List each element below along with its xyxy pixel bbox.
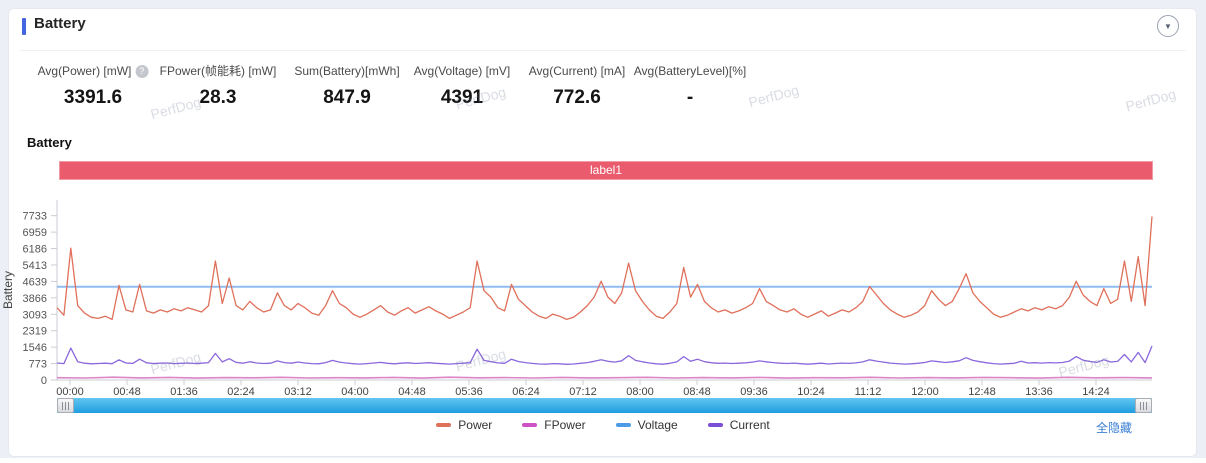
chart-legend: Power FPower Voltage Current: [0, 418, 1206, 432]
legend-label: Power: [458, 418, 493, 432]
legend-label: Current: [729, 418, 770, 432]
y-tick-label: 3866: [23, 293, 47, 305]
y-tick-label: 5413: [23, 260, 47, 272]
stat-label: Avg(Power) [mW]?: [38, 64, 149, 79]
battery-panel: [8, 8, 1197, 457]
y-tick-label: 6186: [23, 244, 47, 256]
series-current: [56, 345, 1153, 365]
grip-icon: [62, 401, 69, 410]
legend-label: Voltage: [637, 418, 678, 432]
x-tick-label: 13:36: [1025, 386, 1053, 398]
chevron-down-icon: ▼: [1164, 21, 1172, 31]
x-tick-label: 08:48: [683, 386, 711, 398]
legend-swatch: [522, 423, 538, 427]
legend-swatch: [707, 423, 723, 427]
x-tick-label: 03:12: [284, 386, 312, 398]
stat-value: 3391.6: [63, 87, 123, 108]
y-axis-label: Battery: [1, 271, 15, 309]
stat-value: 847.9: [323, 87, 371, 108]
legend-label: FPower: [544, 418, 586, 432]
chart-section-title: Battery: [27, 135, 72, 150]
y-tick-label: 2319: [23, 326, 47, 338]
x-tick-label: 14:24: [1082, 386, 1110, 398]
x-tick-label: 04:48: [398, 386, 426, 398]
title-accent-bar: [22, 18, 26, 35]
stat-label: Avg(Voltage) [mV]: [413, 64, 511, 78]
y-tick-label: 6959: [23, 227, 47, 239]
series-fpower: [56, 376, 1153, 379]
legend-item-current[interactable]: Current: [707, 418, 770, 432]
x-tick-label: 00:00: [56, 386, 84, 398]
hide-all-link[interactable]: 全隐藏: [1095, 421, 1132, 435]
legend-item-power[interactable]: Power: [436, 418, 492, 432]
series-power: [56, 216, 1153, 321]
x-tick-label: 02:24: [227, 386, 255, 398]
x-tick-label: 12:00: [911, 386, 939, 398]
legend-item-voltage[interactable]: Voltage: [615, 418, 678, 432]
x-tick-label: 08:00: [626, 386, 654, 398]
y-tick-label: 0: [41, 375, 47, 387]
x-tick-label: 04:00: [341, 386, 369, 398]
x-tick-label: 07:12: [569, 386, 597, 398]
collapse-button[interactable]: ▼: [1157, 15, 1179, 37]
grip-icon: [1140, 401, 1147, 410]
help-icon[interactable]: ?: [135, 65, 149, 79]
scrollbar-right-handle[interactable]: [1135, 398, 1152, 413]
x-tick-label: 00:48: [113, 386, 141, 398]
legend-swatch: [615, 423, 631, 427]
legend-swatch: [436, 423, 452, 427]
legend-item-fpower[interactable]: FPower: [522, 418, 586, 432]
stat-value: -: [686, 87, 694, 108]
stat-block: Avg(BatteryLevel)[%] -: [634, 64, 747, 109]
scrollbar-left-handle[interactable]: [57, 398, 74, 413]
stat-block: Avg(Power) [mW]? 3391.6: [38, 64, 149, 109]
x-tick-label: 12:48: [968, 386, 996, 398]
y-tick-label: 4639: [23, 276, 47, 288]
x-tick-label: 10:24: [797, 386, 825, 398]
stat-block: Avg(Voltage) [mV] 4391: [414, 64, 511, 109]
x-tick-label: 06:24: [512, 386, 540, 398]
stat-block: Sum(Battery)[mWh] 847.9: [294, 64, 399, 109]
chart-range-scrollbar[interactable]: [57, 398, 1152, 413]
label-banner[interactable]: label1: [59, 161, 1153, 180]
stat-value: 772.6: [553, 87, 601, 108]
panel-title: Battery: [34, 15, 86, 32]
stat-value: 28.3: [199, 87, 237, 108]
x-tick-label: 09:36: [740, 386, 768, 398]
y-tick-label: 773: [29, 359, 47, 371]
y-tick-label: 7733: [23, 211, 47, 223]
x-tick-label: 01:36: [170, 386, 198, 398]
x-tick-label: 05:36: [455, 386, 483, 398]
stat-block: FPower(帧能耗) [mW] 28.3: [160, 64, 277, 109]
stat-block: Avg(Current) [mA] 772.6: [529, 64, 625, 109]
battery-line-chart: 0 773 1546 2319 3093 3866 4639 5413 6186 6959 7733…: [1, 200, 1153, 398]
stat-label: Sum(Battery)[mWh]: [294, 64, 400, 78]
y-tick-label: 1546: [23, 342, 47, 354]
x-tick-label: 11:12: [855, 386, 882, 398]
stat-label: FPower(帧能耗) [mW]: [159, 64, 277, 78]
stat-value: 4391: [440, 87, 484, 108]
stat-label: Avg(BatteryLevel)[%]: [633, 64, 747, 78]
y-tick-label: 3093: [23, 309, 47, 321]
stat-label: Avg(Current) [mA]: [528, 64, 626, 78]
header-divider: [20, 50, 1186, 51]
